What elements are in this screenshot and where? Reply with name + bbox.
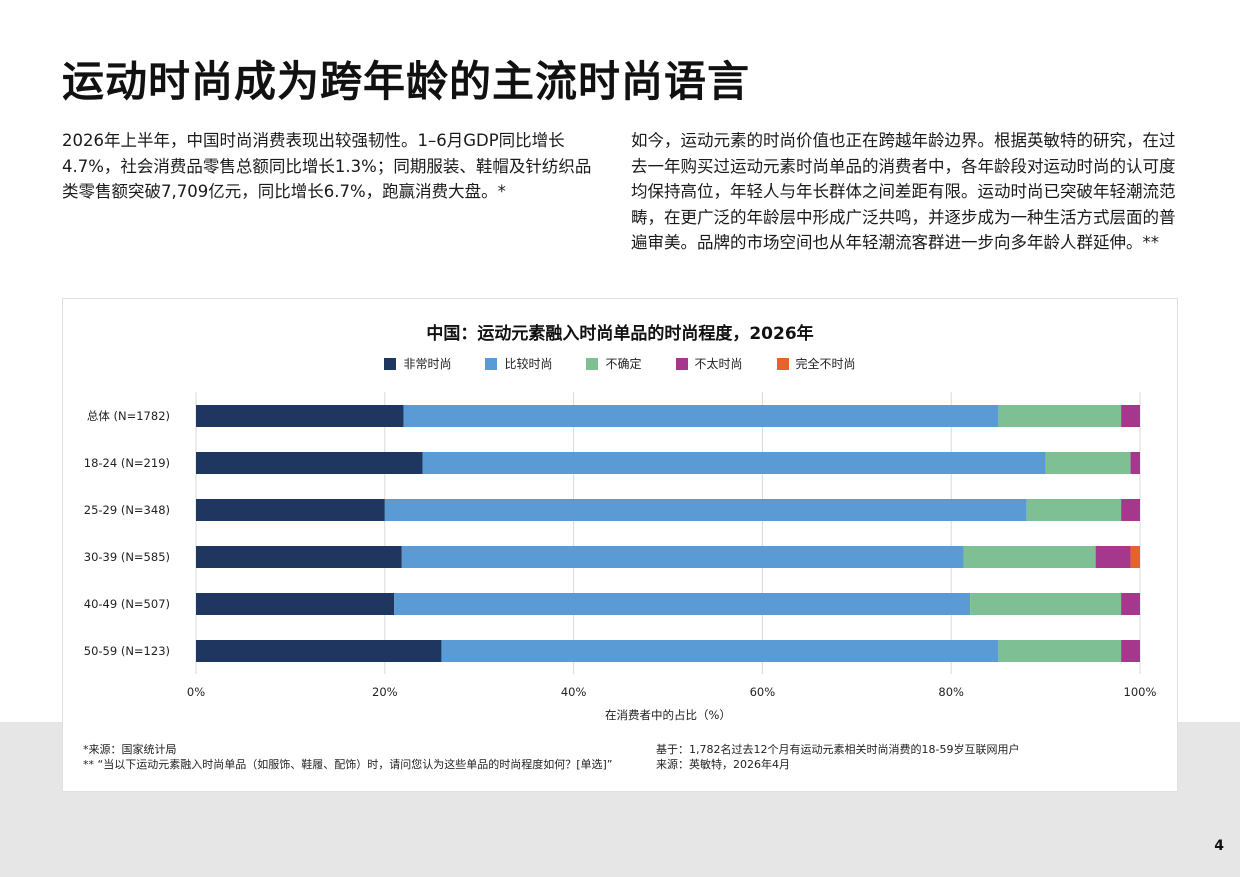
footnote-base: 基于：1,782名过去12个月有运动元素相关时尚消费的18-59岁互联网用户 xyxy=(656,743,1020,756)
legend-swatch xyxy=(776,357,789,370)
legend-label: 不确定 xyxy=(605,357,642,371)
legend-swatch xyxy=(675,357,688,370)
x-axis-label: 在消费者中的占比（%） xyxy=(605,708,731,722)
page-number: 4 xyxy=(1214,838,1224,854)
bar-segment xyxy=(970,593,1122,615)
bar-segment xyxy=(384,499,1027,521)
stacked-bar-chart: 总体 (N=1782) 18-24 (N=219) 25-29 (N=348) 30-… xyxy=(84,392,1157,722)
category-label: 50-59 (N=123) xyxy=(84,644,170,658)
bar-segment xyxy=(1121,499,1140,521)
intro-paragraph-right: 如今，运动元素的时尚价值也正在跨越年龄边界。根据英敏特的研究，在过去一年购买过运… xyxy=(631,131,1176,252)
bar-segment xyxy=(401,546,964,568)
bar-segment xyxy=(1130,452,1140,474)
x-tick-label: 100% xyxy=(1124,685,1157,699)
page-title: 运动时尚成为跨年龄的主流时尚语言 xyxy=(62,57,751,106)
bar-segment xyxy=(196,499,385,521)
category-label: 30-39 (N=585) xyxy=(84,550,170,564)
legend-item-not-at-all: 完全不时尚 xyxy=(776,355,856,372)
bar-segment xyxy=(998,640,1122,662)
bar-segment xyxy=(196,452,423,474)
legend-item-very-fashionable: 非常时尚 xyxy=(384,355,451,372)
bar-segment xyxy=(1130,546,1140,568)
legend-label: 不太时尚 xyxy=(694,357,743,371)
footnotes-left: *来源：国家统计局 ** “当以下运动元素融入时尚单品（如服饰、鞋履、配饰）时，… xyxy=(83,742,643,772)
bar-segment xyxy=(196,546,402,568)
bar-segment xyxy=(394,593,971,615)
legend-label: 完全不时尚 xyxy=(795,357,856,371)
legend-item-fashionable: 比较时尚 xyxy=(485,355,552,372)
bar-segment xyxy=(403,405,999,427)
bar-segment xyxy=(1121,593,1140,615)
bar-segment xyxy=(1095,546,1131,568)
category-label: 18-24 (N=219) xyxy=(84,456,170,470)
bar-segment xyxy=(422,452,1046,474)
category-label: 25-29 (N=348) xyxy=(84,503,170,517)
bar-segment xyxy=(196,593,395,615)
x-tick-label: 60% xyxy=(750,685,776,699)
bar-segment xyxy=(196,640,442,662)
chart-card: 总体 (N=1782) 18-24 (N=219) 25-29 (N=348) 30-… xyxy=(62,298,1178,792)
bar-segment xyxy=(1045,452,1131,474)
bar-segment xyxy=(998,405,1122,427)
chart-title: 中国：运动元素融入时尚单品的时尚程度，2026年 xyxy=(426,324,814,344)
bar-segment xyxy=(1026,499,1122,521)
bar-segment xyxy=(1121,405,1140,427)
x-tick-label: 80% xyxy=(938,685,964,699)
category-label: 总体 (N=1782) xyxy=(87,409,170,423)
footnotes-right: 基于：1,782名过去12个月有运动元素相关时尚消费的18-59岁互联网用户 来… xyxy=(656,742,1156,772)
legend-label: 比较时尚 xyxy=(504,357,553,371)
x-tick-label: 20% xyxy=(372,685,398,699)
legend-swatch xyxy=(586,357,599,370)
bar-segment xyxy=(441,640,999,662)
x-tick-label: 0% xyxy=(187,685,205,699)
footnote-question: ** “当以下运动元素融入时尚单品（如服饰、鞋履、配饰）时，请问您认为这些单品的… xyxy=(83,758,613,771)
chart-legend: 非常时尚 比较时尚 不确定 不太时尚 完全不时尚 xyxy=(63,355,1177,372)
intro-paragraph-left: 2026年上半年，中国时尚消费表现出较强韧性。1–6月GDP同比增长4.7%，社… xyxy=(62,131,592,201)
legend-swatch xyxy=(384,357,397,370)
bar-segment xyxy=(1121,640,1140,662)
bar-segment xyxy=(196,405,404,427)
footnote-source-mintel: 来源：英敏特，2026年4月 xyxy=(656,758,790,771)
legend-item-unsure: 不确定 xyxy=(586,355,642,372)
bar-segment xyxy=(963,546,1096,568)
legend-item-not-very: 不太时尚 xyxy=(675,355,743,372)
x-tick-label: 40% xyxy=(561,685,587,699)
footnote-source-nbs: *来源：国家统计局 xyxy=(83,743,177,756)
legend-label: 非常时尚 xyxy=(403,357,452,371)
category-label: 40-49 (N=507) xyxy=(84,597,170,611)
legend-swatch xyxy=(485,357,498,370)
